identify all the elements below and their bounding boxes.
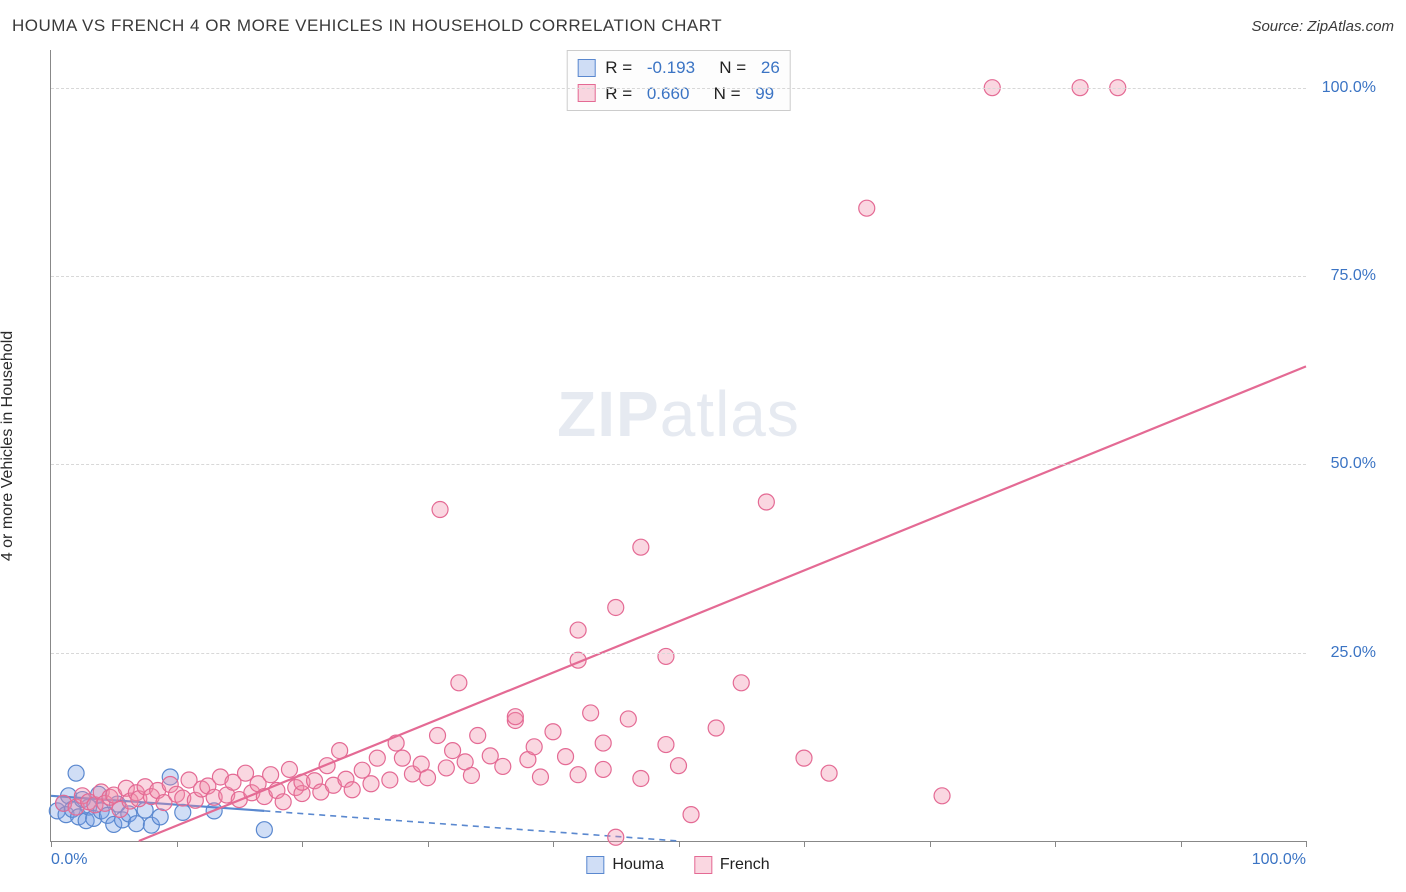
scatter-point [430, 728, 446, 744]
scatter-point [420, 770, 436, 786]
y-axis-label: 4 or more Vehicles in Household [0, 331, 17, 561]
scatter-point [620, 711, 636, 727]
scatter-point [658, 648, 674, 664]
legend-label: French [720, 856, 770, 874]
scatter-point [451, 675, 467, 691]
scatter-point [934, 788, 950, 804]
scatter-point [683, 807, 699, 823]
scatter-point [796, 750, 812, 766]
scatter-point [821, 765, 837, 781]
scatter-point [633, 539, 649, 555]
stat-n-label: N = [699, 81, 745, 107]
x-tick [177, 841, 178, 847]
scatter-point [558, 749, 574, 765]
stat-n-label: N = [705, 55, 751, 81]
x-tick [428, 841, 429, 847]
scatter-point [583, 705, 599, 721]
scatter-point [369, 750, 385, 766]
legend: Houma French [586, 856, 769, 874]
stat-r-value: -0.193 [647, 55, 695, 81]
scatter-point [363, 776, 379, 792]
plot-region: ZIPatlas R = -0.193 N = 26R = 0.660 N = … [50, 50, 1306, 842]
scatter-point [432, 502, 448, 518]
stats-row: R = 0.660 N = 99 [577, 81, 780, 107]
scatter-point [152, 809, 168, 825]
gridline [51, 88, 1306, 89]
scatter-point [595, 735, 611, 751]
y-tick-label: 100.0% [1322, 79, 1376, 97]
stats-box: R = -0.193 N = 26R = 0.660 N = 99 [566, 50, 791, 111]
stat-n-value: 26 [761, 55, 780, 81]
scatter-point [463, 767, 479, 783]
trend-line [139, 366, 1306, 841]
scatter-point [495, 758, 511, 774]
scatter-point [507, 709, 523, 725]
chart-title: HOUMA VS FRENCH 4 OR MORE VEHICLES IN HO… [12, 16, 722, 36]
legend-label: Houma [612, 856, 664, 874]
gridline [51, 276, 1306, 277]
scatter-point [608, 599, 624, 615]
scatter-point [608, 829, 624, 845]
stats-row: R = -0.193 N = 26 [577, 55, 780, 81]
scatter-point [532, 769, 548, 785]
x-tick [1306, 841, 1307, 847]
stat-n-value: 99 [755, 81, 774, 107]
scatter-point [658, 737, 674, 753]
scatter-point [281, 761, 297, 777]
x-tick [679, 841, 680, 847]
scatter-point [394, 750, 410, 766]
scatter-point [570, 767, 586, 783]
swatch-icon [586, 856, 604, 874]
x-tick [930, 841, 931, 847]
scatter-point [382, 772, 398, 788]
x-tick [1055, 841, 1056, 847]
scatter-point [859, 200, 875, 216]
legend-item: French [694, 856, 770, 874]
y-tick-label: 25.0% [1331, 644, 1376, 662]
gridline [51, 653, 1306, 654]
y-tick-label: 75.0% [1331, 267, 1376, 285]
stat-r-label: R = [605, 55, 637, 81]
source-label: Source: ZipAtlas.com [1251, 18, 1394, 35]
x-tick-label: 100.0% [1252, 851, 1306, 869]
scatter-point [733, 675, 749, 691]
scatter-point [758, 494, 774, 510]
scatter-point [708, 720, 724, 736]
x-tick [302, 841, 303, 847]
scatter-point [256, 822, 272, 838]
scatter-point [263, 767, 279, 783]
chart-area: ZIPatlas R = -0.193 N = 26R = 0.660 N = … [50, 50, 1306, 842]
scatter-point [526, 739, 542, 755]
y-tick-label: 50.0% [1331, 455, 1376, 473]
swatch-icon [694, 856, 712, 874]
scatter-point [445, 743, 461, 759]
scatter-point [438, 760, 454, 776]
scatter-layer [51, 50, 1306, 841]
stat-r-value: 0.660 [647, 81, 690, 107]
stat-r-label: R = [605, 81, 637, 107]
scatter-point [545, 724, 561, 740]
scatter-point [344, 782, 360, 798]
x-tick [1181, 841, 1182, 847]
scatter-point [671, 758, 687, 774]
x-tick [804, 841, 805, 847]
x-tick [553, 841, 554, 847]
scatter-point [275, 794, 291, 810]
gridline [51, 464, 1306, 465]
scatter-point [633, 770, 649, 786]
scatter-point [175, 804, 191, 820]
x-tick-label: 0.0% [51, 851, 87, 869]
scatter-point [595, 761, 611, 777]
legend-item: Houma [586, 856, 664, 874]
swatch-icon [577, 59, 595, 77]
scatter-point [570, 622, 586, 638]
x-tick [51, 841, 52, 847]
scatter-point [470, 728, 486, 744]
scatter-point [68, 765, 84, 781]
